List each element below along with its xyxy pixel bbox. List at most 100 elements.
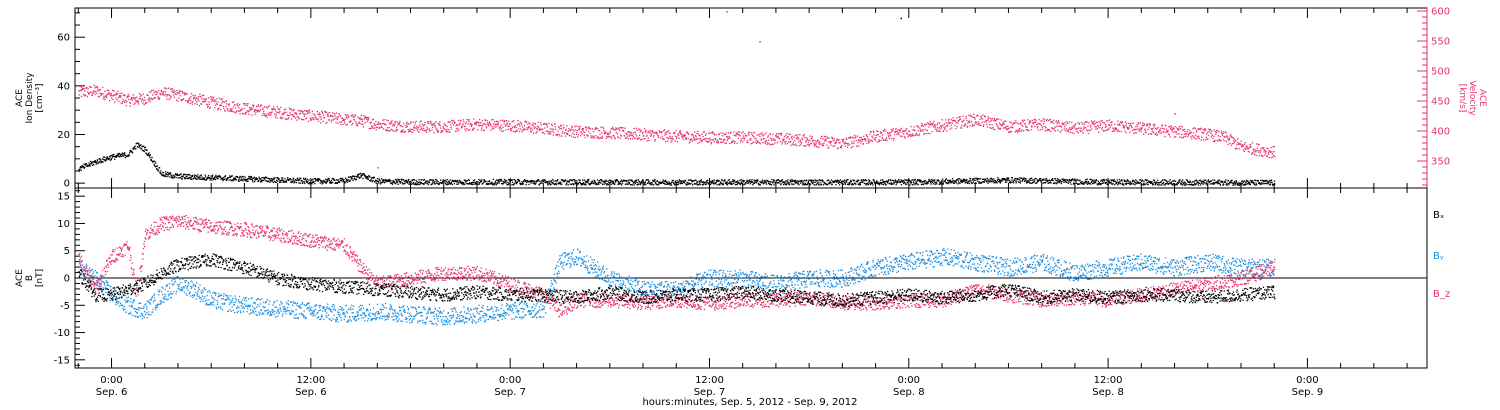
ion-density-series-point (471, 182, 473, 184)
velocity-series-point (467, 123, 469, 125)
ion-density-series-point (138, 145, 141, 147)
velocity-series-point (263, 110, 265, 112)
velocity-series-point (265, 114, 267, 116)
velocity-series-point (941, 125, 943, 127)
velocity-series-point (1256, 147, 1259, 150)
velocity-series-point (1270, 151, 1272, 153)
velocity-series-point (736, 142, 738, 145)
velocity-series-point (983, 124, 985, 126)
velocity-series-point (937, 129, 940, 131)
velocity-series-point (344, 122, 346, 124)
velocity-series-point (694, 135, 697, 137)
velocity-series-point (480, 129, 482, 131)
ion-density-series-point (382, 181, 384, 183)
velocity-series-point (280, 106, 282, 109)
velocity-series-point (872, 137, 874, 139)
ion-density-series-point (420, 182, 423, 184)
velocity-series-point (168, 87, 170, 89)
ion-density-series-point (413, 183, 415, 185)
velocity-series-point (611, 128, 613, 130)
velocity-series-point (1002, 121, 1004, 123)
ion-density-series-point (894, 181, 896, 183)
ion-density-series-point (476, 183, 479, 185)
velocity-series-point (112, 98, 114, 101)
velocity-series-point (503, 123, 505, 125)
velocity-series-point (1247, 147, 1249, 149)
velocity-series-point (1143, 133, 1145, 135)
velocity-series-point (754, 141, 756, 144)
velocity-series-point (455, 125, 457, 127)
ion-density-series-point (826, 180, 828, 182)
velocity-series-point (950, 124, 952, 126)
velocity-series-point (405, 126, 407, 128)
velocity-series-point (1069, 131, 1072, 134)
ion-density-series-point (535, 181, 537, 183)
ion-density-series-point (370, 180, 372, 182)
ion-density-series-point (540, 182, 542, 184)
velocity-series-point (212, 98, 214, 100)
velocity-series-point (226, 103, 228, 105)
ion-density-series-point (812, 180, 814, 182)
velocity-series-point (1077, 122, 1079, 124)
ion-density-series-point (474, 183, 476, 185)
velocity-series-point (1138, 123, 1140, 125)
velocity-series-point (102, 93, 104, 95)
velocity-series-point (273, 108, 275, 110)
ion-density-series-point (851, 183, 853, 185)
velocity-series-point (186, 93, 188, 95)
ion-density-series-point (187, 173, 190, 176)
velocity-series-point (888, 136, 890, 138)
velocity-series-point (790, 144, 792, 146)
velocity-series-point (410, 121, 412, 123)
velocity-series-point (1204, 128, 1206, 130)
velocity-series-point (1045, 127, 1047, 129)
velocity-series-point (311, 117, 313, 119)
velocity-series-point (1240, 140, 1242, 142)
velocity-series-point (1117, 120, 1119, 122)
velocity-series-point (857, 140, 859, 142)
velocity-series-point (119, 95, 121, 97)
ion-density-series-point (234, 178, 237, 180)
velocity-series-point (1201, 131, 1203, 133)
velocity-series-point (1112, 127, 1114, 129)
velocity-series-point (832, 145, 834, 147)
ion-density-series-point (615, 180, 617, 182)
velocity-series-point (212, 99, 214, 101)
velocity-series-point (134, 98, 136, 100)
velocity-series-point (458, 124, 460, 126)
velocity-series-point (286, 118, 288, 120)
velocity-series-point (361, 120, 364, 122)
ion-density-series-point (791, 179, 793, 181)
velocity-series-point (468, 120, 470, 122)
ion-density-series-point (331, 178, 333, 180)
velocity-series-point (636, 135, 638, 137)
ion-density-series-point (786, 181, 788, 183)
velocity-series-point (474, 123, 476, 125)
ion-density-series-point (412, 183, 414, 185)
ion-density-series-point (750, 181, 752, 183)
ion-density-series-point (191, 175, 193, 178)
ion-density-series-point (544, 181, 546, 183)
velocity-series-point (524, 128, 526, 131)
ion-density-series-point (287, 179, 289, 181)
velocity-series-point (908, 130, 911, 132)
ion-density-series-point (687, 183, 689, 185)
velocity-series-point (445, 125, 447, 127)
ion-density-series-point (634, 180, 636, 182)
ion-density-series-point (156, 168, 158, 170)
velocity-series-point (778, 133, 780, 135)
ion-density-series-point (646, 179, 648, 181)
velocity-series-point (314, 114, 316, 116)
velocity-series-point (319, 116, 321, 118)
velocity-series-point (723, 133, 725, 136)
velocity-series-point (929, 133, 931, 135)
velocity-series-point (1107, 128, 1109, 131)
ion-density-series-point (547, 184, 549, 186)
velocity-series-point (733, 131, 735, 133)
velocity-series-point (905, 130, 907, 132)
ion-density-series-point (614, 179, 616, 181)
velocity-series-point (1236, 148, 1238, 150)
velocity-series-point (391, 120, 393, 122)
ion-density-series-point (137, 142, 139, 144)
ion-density-series-point (435, 179, 437, 181)
